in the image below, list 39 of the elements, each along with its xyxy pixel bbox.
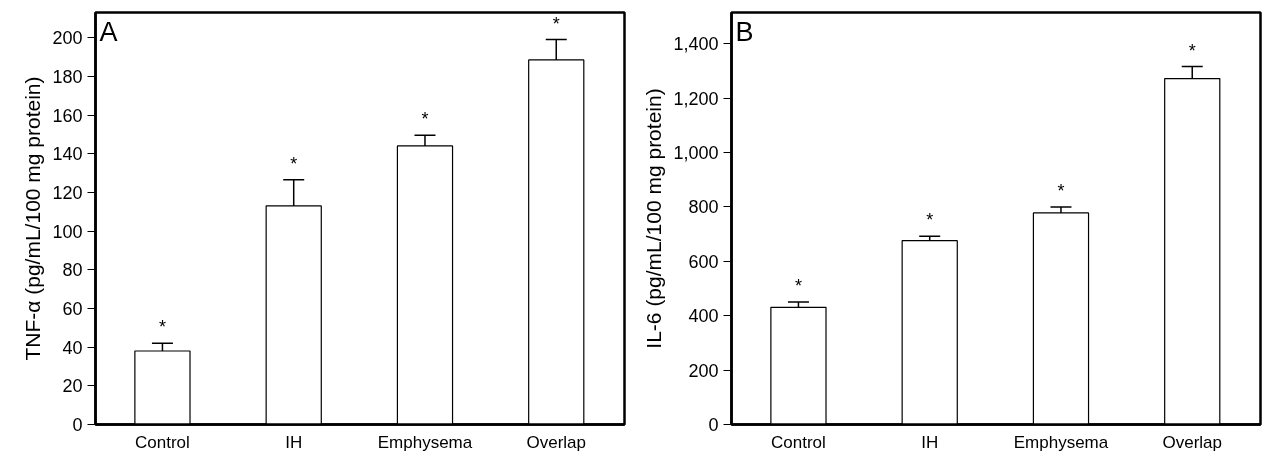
x-tick-label: Control	[135, 432, 190, 452]
y-tick-label: 0	[72, 415, 83, 435]
x-tick-label: IH	[285, 432, 303, 452]
x-tick-label: Emphysema	[377, 432, 473, 452]
annotation: *	[290, 153, 298, 174]
y-tick-label: 100	[52, 221, 83, 242]
y-tick-label: 1,000	[673, 143, 719, 164]
x-tick-label: Overlap	[526, 432, 587, 452]
annotation: *	[158, 317, 166, 338]
annotation: *	[926, 210, 934, 231]
y-tick-label: 180	[52, 66, 83, 87]
y-tick-label: 200	[688, 360, 719, 381]
annotation: *	[1188, 40, 1196, 61]
annotation: *	[794, 276, 802, 297]
y-tick-label: 1,400	[673, 34, 719, 55]
y-tick-label: 40	[62, 337, 83, 358]
annotation: *	[552, 13, 560, 34]
y-tick-label: 800	[688, 197, 719, 218]
y-tick-label: 600	[688, 251, 719, 272]
y-tick-label: 400	[688, 306, 719, 327]
y-tick-label: 0	[708, 415, 719, 435]
y-tick-label: 200	[52, 28, 83, 49]
x-tick-label: IH	[921, 432, 939, 452]
chart-title: B	[735, 16, 754, 47]
y-tick-label: 1,200	[673, 88, 719, 109]
y-tick-label: 120	[52, 182, 83, 203]
y-tick-label: 20	[62, 376, 83, 397]
y-tick-label: 160	[52, 105, 83, 126]
y-tick-label: 60	[62, 298, 83, 319]
x-tick-label: Emphysema	[1013, 432, 1109, 452]
annotation: *	[421, 109, 429, 130]
y-axis-title: IL-6 (pg/mL/100 mg protein)	[642, 88, 666, 349]
chart-title: A	[99, 16, 118, 47]
x-tick-label: Control	[771, 432, 826, 452]
y-tick-label: 80	[62, 260, 83, 281]
annotation: *	[1057, 180, 1065, 201]
x-tick-label: Overlap	[1162, 432, 1223, 452]
y-tick-label: 140	[52, 144, 83, 165]
y-axis-title: TNF-α (pg/mL/100 mg protein)	[21, 76, 45, 361]
